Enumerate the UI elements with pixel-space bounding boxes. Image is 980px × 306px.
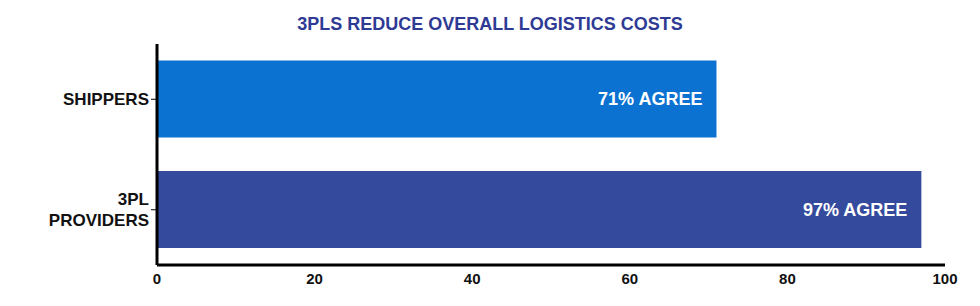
svg-text:71% AGREE: 71% AGREE (598, 89, 702, 109)
svg-text:97% AGREE: 97% AGREE (803, 200, 907, 220)
svg-text:40: 40 (464, 270, 481, 287)
svg-text:60: 60 (621, 270, 638, 287)
html-text:3PLS REDUCE OVERALL LOGISTICS: 3PLS REDUCE OVERALL LOGISTICS COSTS (297, 14, 683, 34)
svg-text:80: 80 (779, 270, 796, 287)
svg-text:100: 100 (932, 270, 957, 287)
svg-text:3PLPROVIDERS: 3PLPROVIDERS (49, 190, 149, 230)
svg-text:20: 20 (306, 270, 323, 287)
svg-text:0: 0 (153, 270, 161, 287)
svg-text:SHIPPERS: SHIPPERS (63, 90, 149, 109)
